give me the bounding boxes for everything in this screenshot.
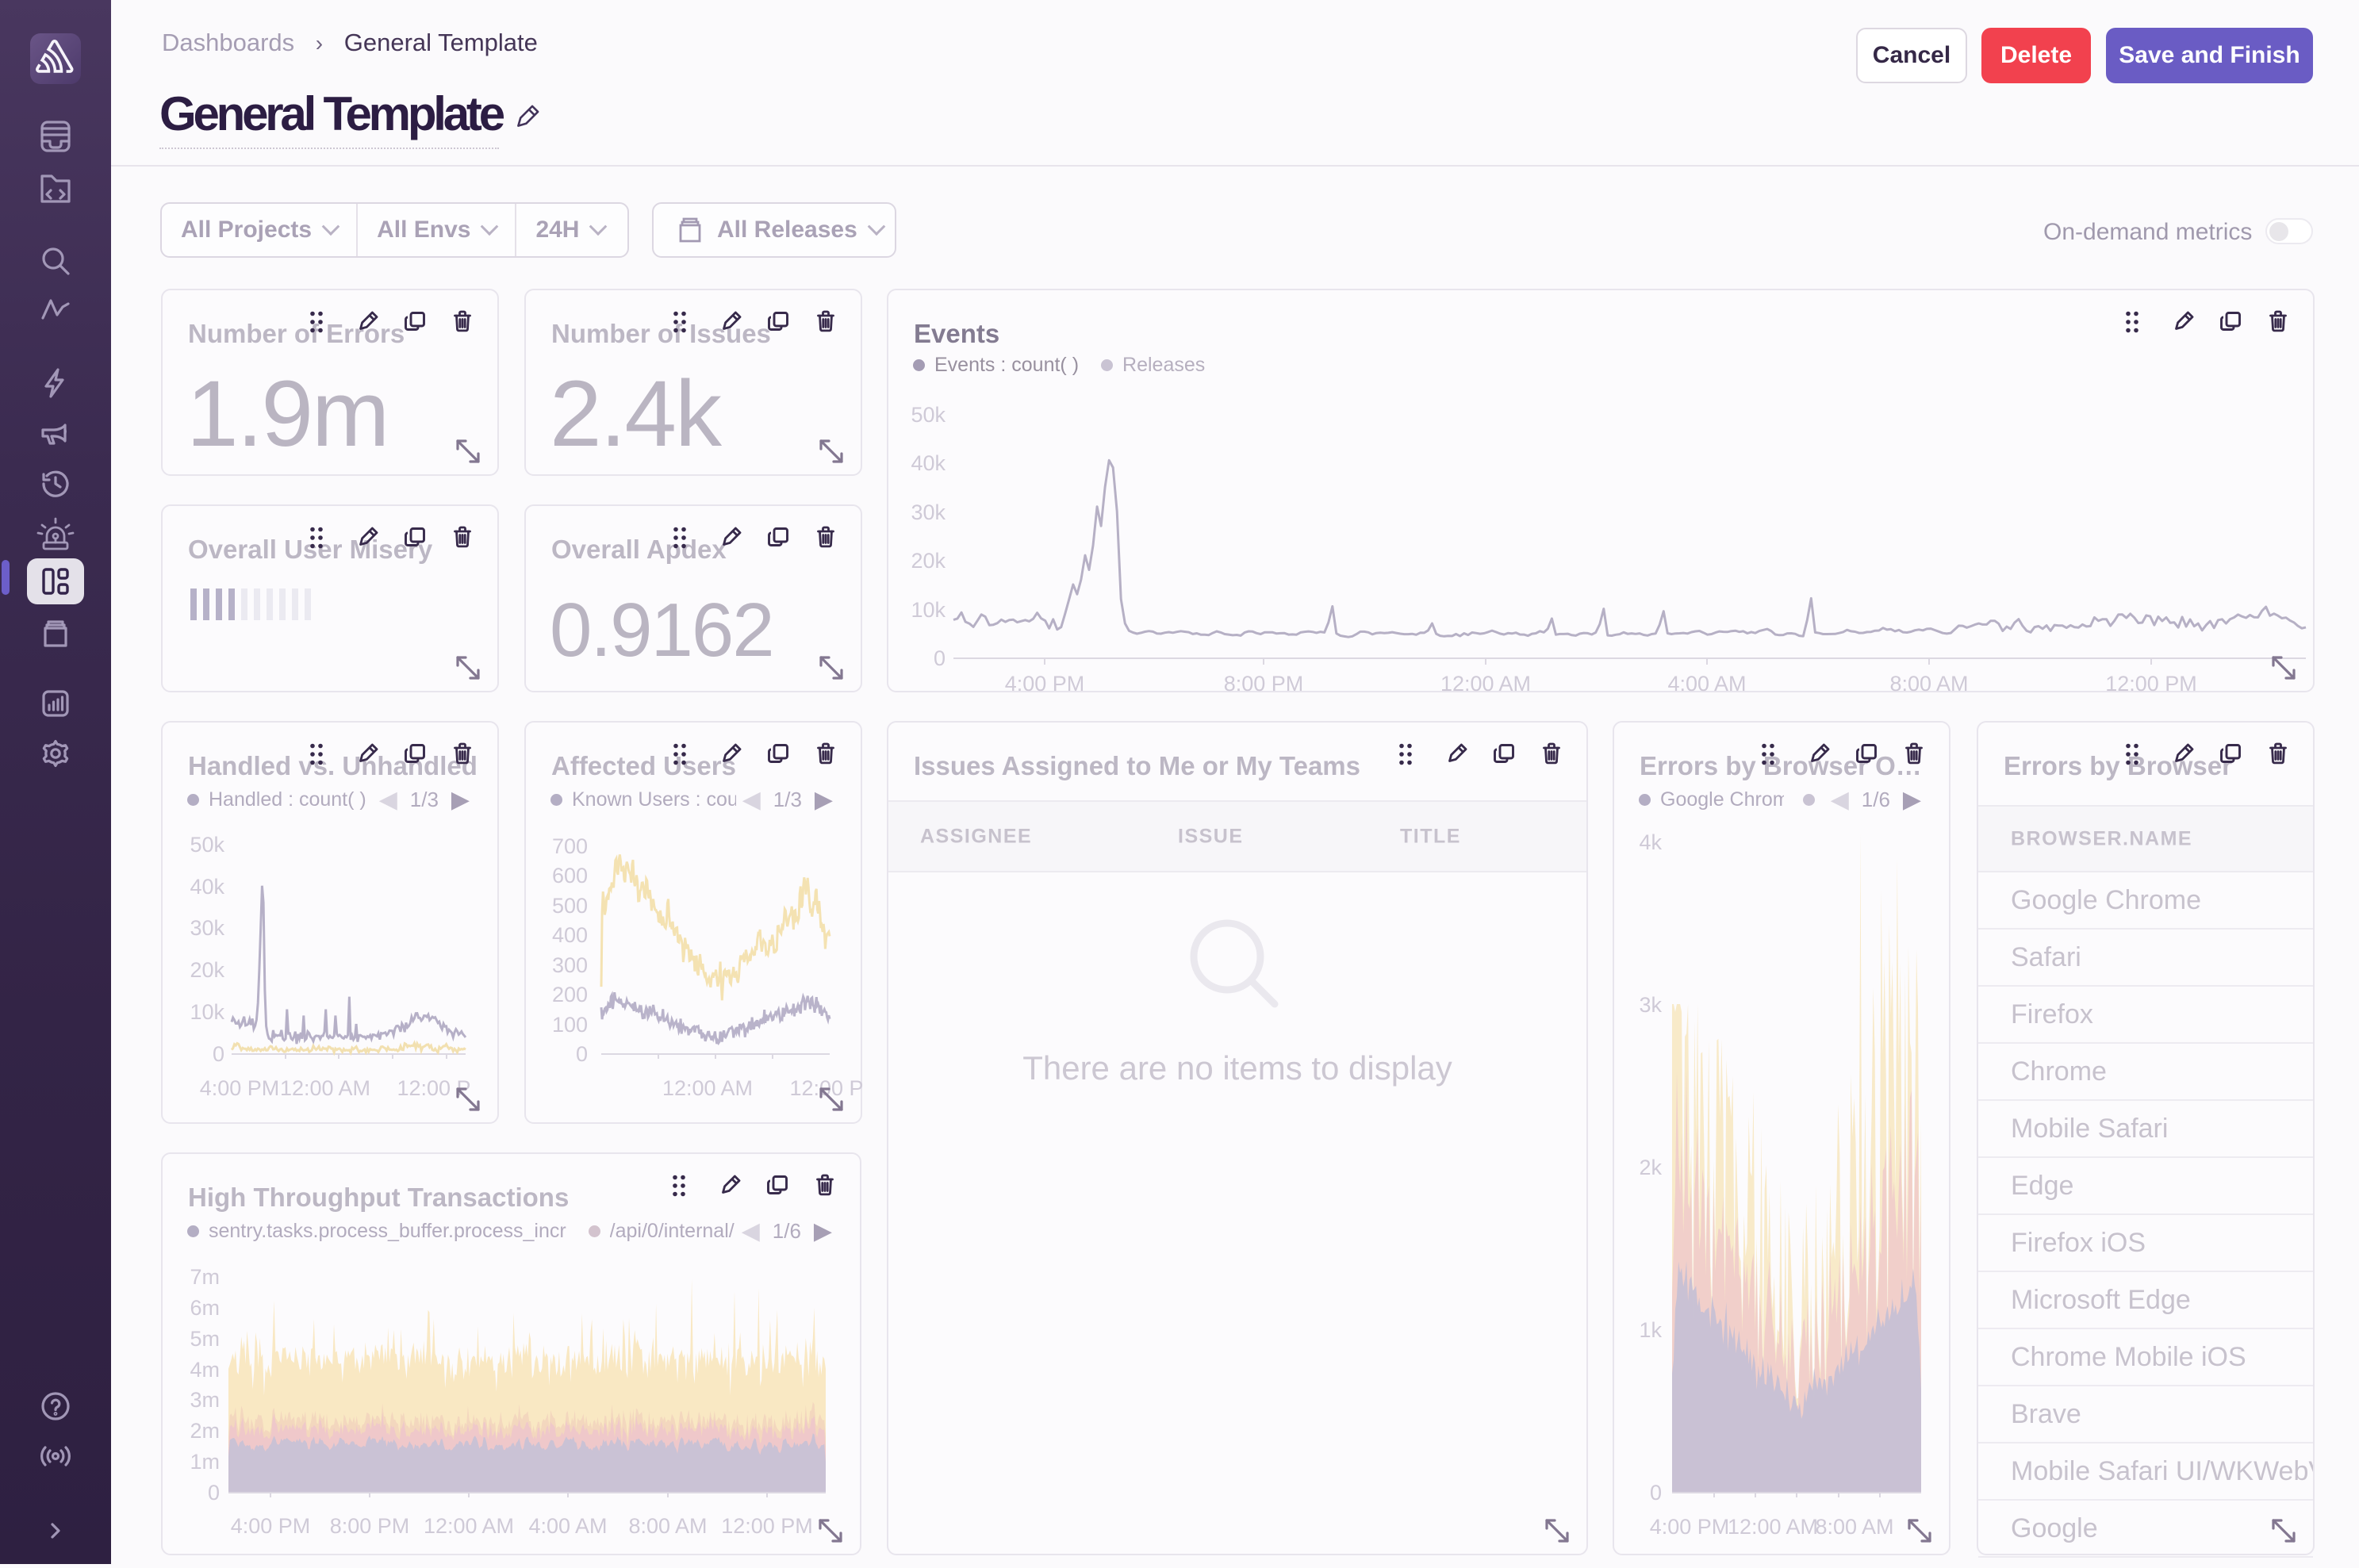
svg-text:8:00 AM: 8:00 AM	[628, 1514, 707, 1538]
svg-text:40k: 40k	[190, 875, 224, 899]
svg-text:12:00 AM: 12:00 AM	[662, 1076, 753, 1100]
svg-text:300: 300	[552, 953, 588, 977]
svg-text:20k: 20k	[190, 958, 224, 982]
svg-text:0: 0	[934, 646, 946, 670]
svg-text:12:00 AM: 12:00 AM	[280, 1076, 370, 1100]
svg-text:0: 0	[213, 1042, 224, 1066]
svg-text:12:00 PM: 12:00 PM	[2105, 672, 2197, 696]
svg-text:8:00 PM: 8:00 PM	[330, 1514, 410, 1538]
svg-text:0: 0	[1650, 1481, 1662, 1505]
svg-text:1k: 1k	[1639, 1318, 1662, 1342]
svg-text:20k: 20k	[911, 549, 946, 573]
svg-text:400: 400	[552, 923, 588, 947]
svg-text:4m: 4m	[190, 1358, 220, 1382]
svg-text:4k: 4k	[1639, 830, 1662, 854]
svg-text:2m: 2m	[190, 1419, 220, 1443]
svg-text:4:00 AM: 4:00 AM	[528, 1514, 607, 1538]
svg-text:4:00 PM: 4:00 PM	[200, 1076, 280, 1100]
svg-text:30k: 30k	[911, 500, 946, 524]
svg-text:7m: 7m	[190, 1265, 220, 1289]
svg-text:8:00 AM: 8:00 AM	[1815, 1515, 1893, 1539]
svg-text:4:00 AM: 4:00 AM	[1667, 672, 1746, 696]
svg-text:600: 600	[552, 864, 588, 888]
svg-text:30k: 30k	[190, 916, 224, 940]
svg-text:12:00 AM: 12:00 AM	[1728, 1515, 1818, 1539]
svg-text:50k: 50k	[190, 833, 224, 857]
svg-text:2k: 2k	[1639, 1156, 1662, 1179]
svg-text:500: 500	[552, 894, 588, 918]
svg-text:1m: 1m	[190, 1450, 220, 1474]
svg-text:50k: 50k	[911, 403, 946, 427]
svg-text:0: 0	[208, 1481, 220, 1505]
svg-text:4:00 PM: 4:00 PM	[231, 1514, 311, 1538]
svg-text:8:00 AM: 8:00 AM	[1889, 672, 1968, 696]
svg-text:8:00 PM: 8:00 PM	[1224, 672, 1304, 696]
svg-text:12:00 AM: 12:00 AM	[1440, 672, 1531, 696]
svg-text:3m: 3m	[190, 1388, 220, 1412]
svg-text:700: 700	[552, 834, 588, 858]
svg-text:4:00 PM: 4:00 PM	[1650, 1515, 1730, 1539]
svg-text:10k: 10k	[911, 598, 946, 622]
svg-text:0: 0	[576, 1042, 588, 1066]
svg-text:3k: 3k	[1639, 993, 1662, 1017]
svg-text:40k: 40k	[911, 451, 946, 475]
svg-text:5m: 5m	[190, 1327, 220, 1351]
svg-text:10k: 10k	[190, 1000, 224, 1024]
svg-text:6m: 6m	[190, 1296, 220, 1320]
svg-text:100: 100	[552, 1013, 588, 1037]
svg-text:12:00 PM: 12:00 PM	[721, 1514, 813, 1538]
svg-text:4:00 PM: 4:00 PM	[1005, 672, 1085, 696]
svg-text:12:00 AM: 12:00 AM	[424, 1514, 514, 1538]
svg-text:200: 200	[552, 983, 588, 1006]
